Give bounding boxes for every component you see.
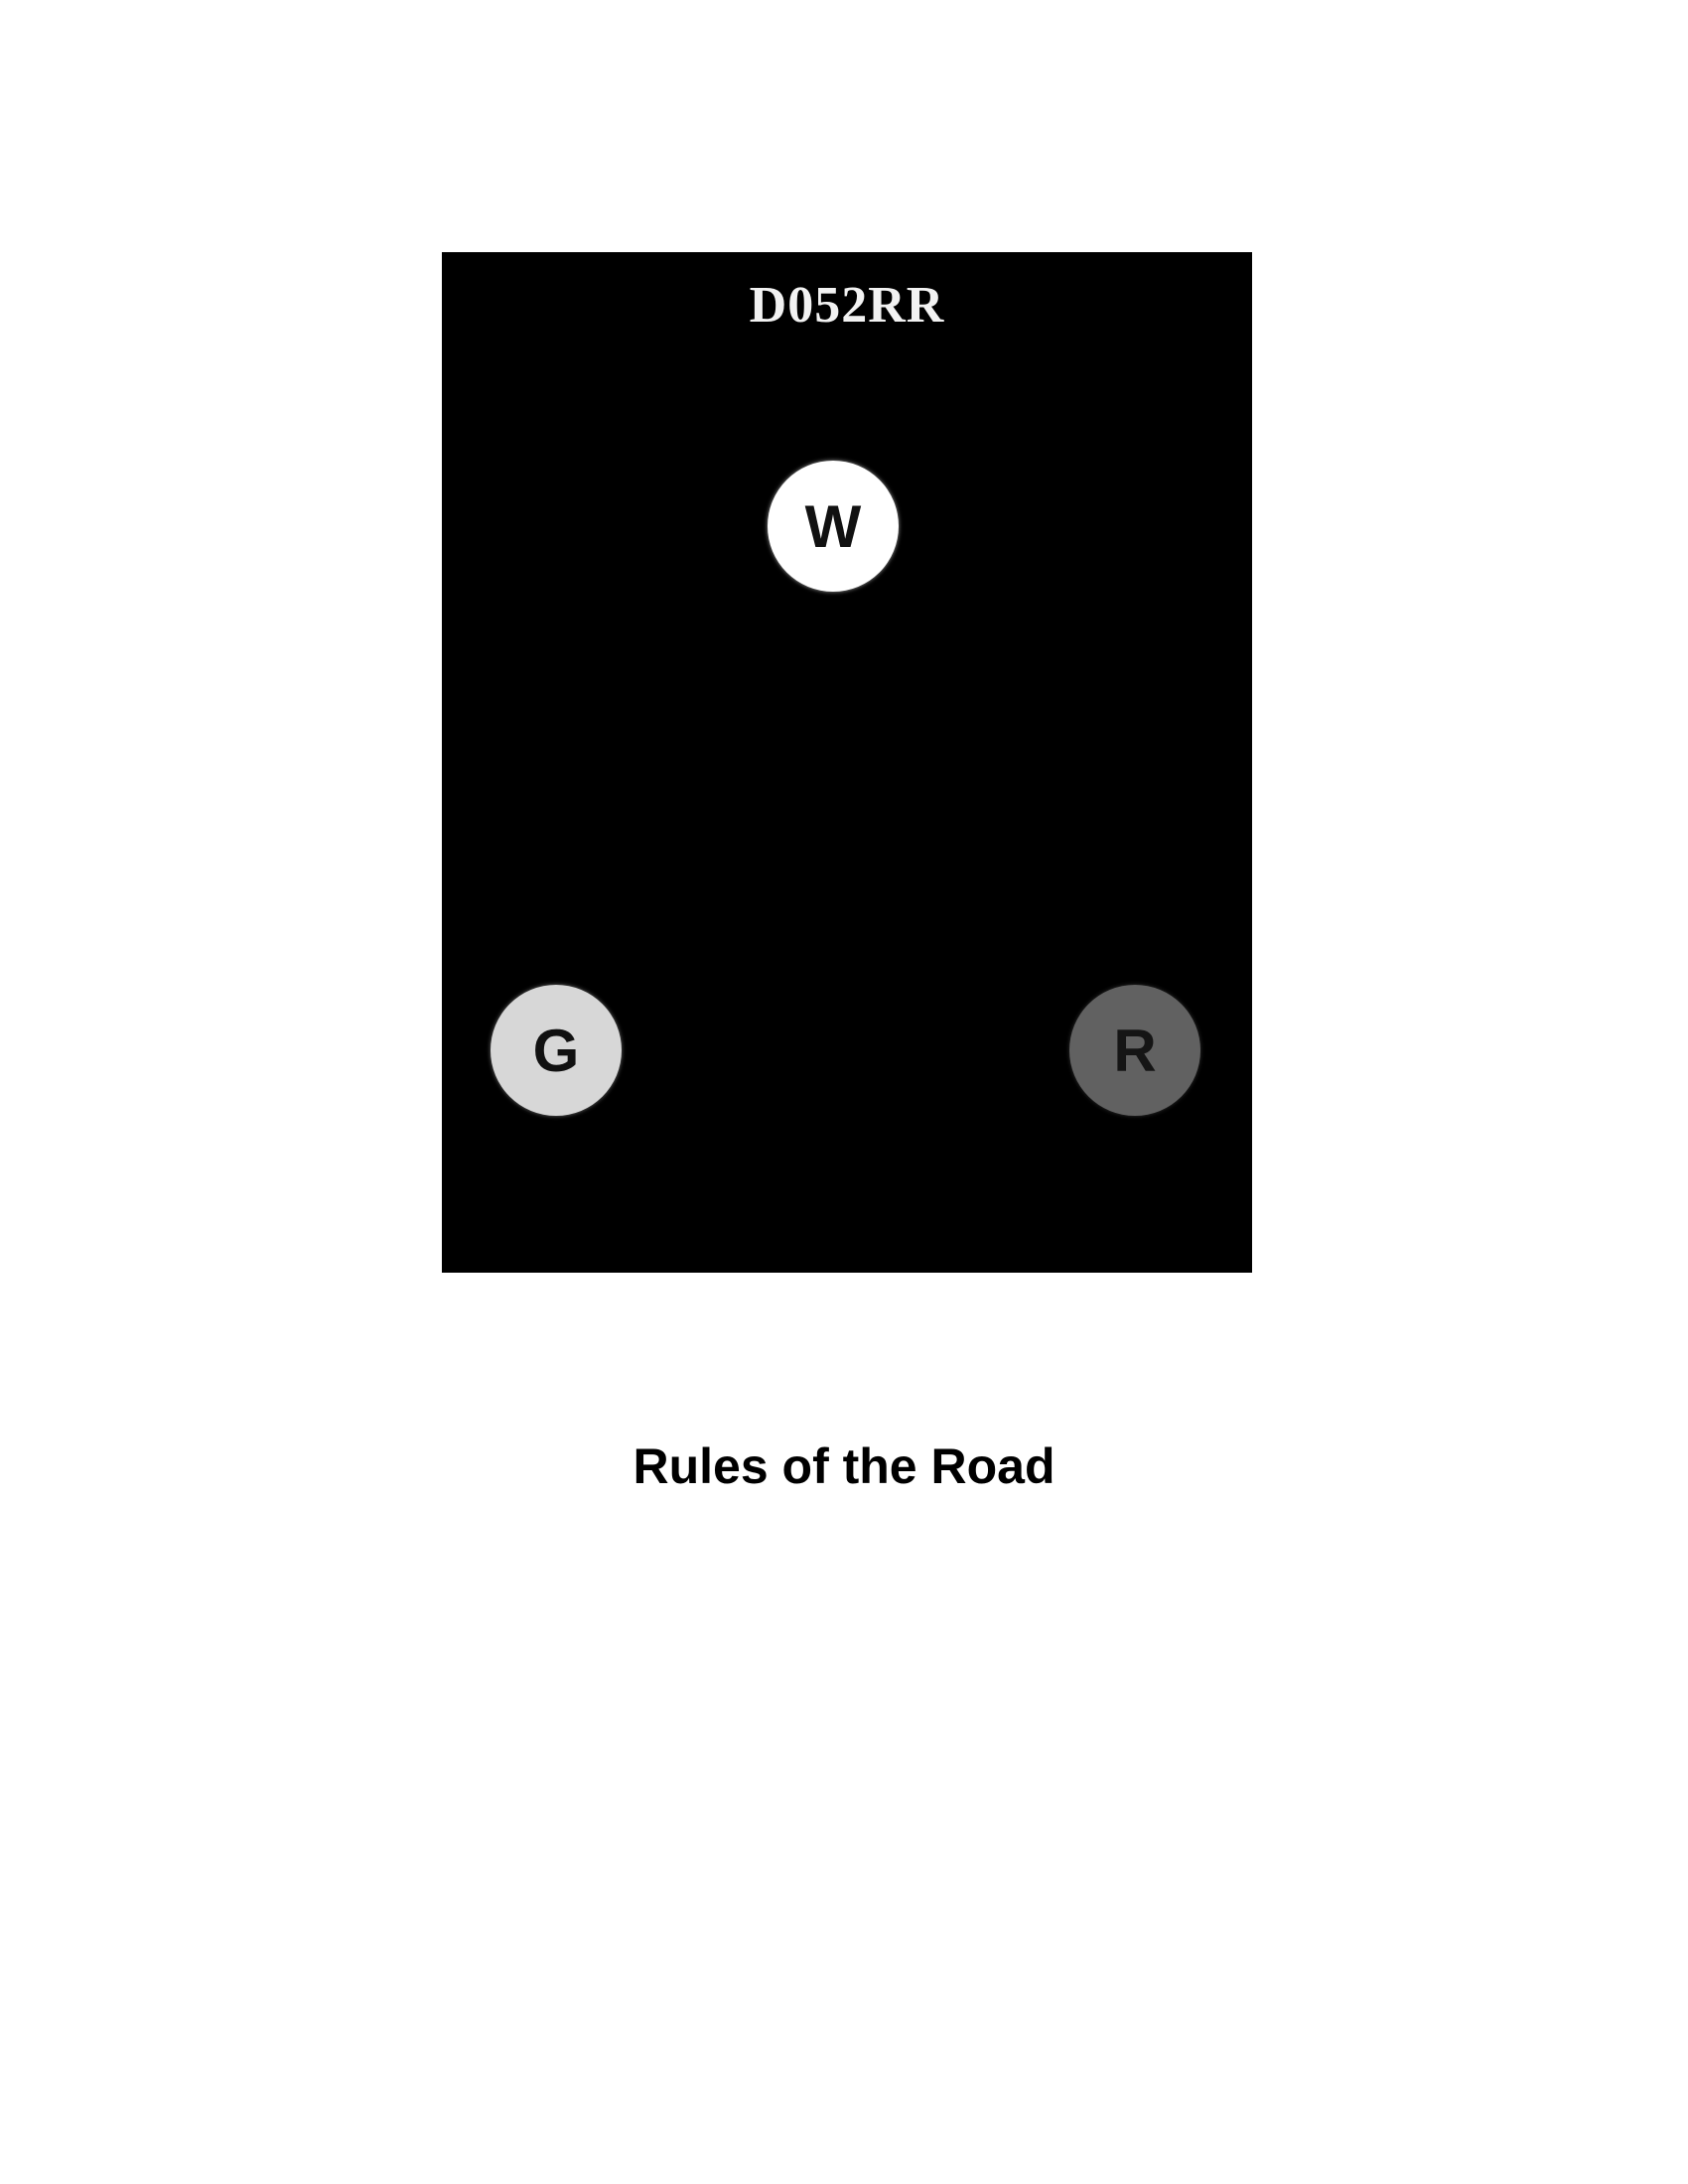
red-light-circle: R xyxy=(1069,985,1200,1116)
figure-title: D052RR xyxy=(749,277,945,334)
green-light-label: G xyxy=(532,1017,580,1084)
white-light-circle: W xyxy=(768,461,899,592)
navigation-lights-figure: D052RR W G R xyxy=(442,252,1252,1273)
white-light-label: W xyxy=(804,492,862,560)
page-caption: Rules of the Road xyxy=(633,1438,1055,1494)
red-light-label: R xyxy=(1113,1017,1157,1084)
green-light-circle: G xyxy=(491,985,622,1116)
